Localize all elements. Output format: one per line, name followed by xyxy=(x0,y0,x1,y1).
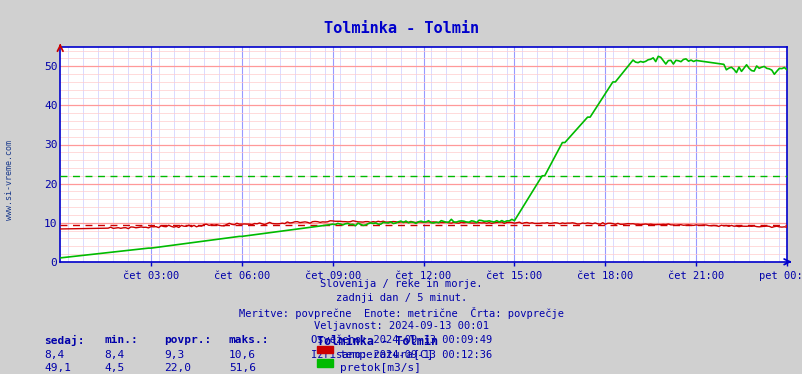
Text: Meritve: povprečne  Enote: metrične  Črta: povprečje: Meritve: povprečne Enote: metrične Črta:… xyxy=(239,307,563,319)
Text: Osveženo: 2024-09-13 00:09:49: Osveženo: 2024-09-13 00:09:49 xyxy=(310,335,492,346)
Text: www.si-vreme.com: www.si-vreme.com xyxy=(5,140,14,220)
Text: temperatura[C]: temperatura[C] xyxy=(339,350,434,360)
Text: 49,1: 49,1 xyxy=(44,363,71,373)
Text: sedaj:: sedaj: xyxy=(44,335,84,346)
Text: pretok[m3/s]: pretok[m3/s] xyxy=(339,363,420,373)
Text: min.:: min.: xyxy=(104,335,138,345)
Text: 9,3: 9,3 xyxy=(164,350,184,360)
Text: Tolminka - Tolmin: Tolminka - Tolmin xyxy=(317,335,438,348)
Text: 8,4: 8,4 xyxy=(44,350,64,360)
Text: 4,5: 4,5 xyxy=(104,363,124,373)
Text: Tolminka - Tolmin: Tolminka - Tolmin xyxy=(323,21,479,36)
Text: Izrisano: 2024-09-13 00:12:36: Izrisano: 2024-09-13 00:12:36 xyxy=(310,350,492,360)
Text: povpr.:: povpr.: xyxy=(164,335,212,345)
Text: Slovenija / reke in morje.: Slovenija / reke in morje. xyxy=(320,279,482,289)
Text: maks.:: maks.: xyxy=(229,335,269,345)
Text: 10,6: 10,6 xyxy=(229,350,256,360)
Text: zadnji dan / 5 minut.: zadnji dan / 5 minut. xyxy=(335,293,467,303)
Text: Veljavnost: 2024-09-13 00:01: Veljavnost: 2024-09-13 00:01 xyxy=(314,321,488,331)
Text: 51,6: 51,6 xyxy=(229,363,256,373)
Text: 8,4: 8,4 xyxy=(104,350,124,360)
Text: 22,0: 22,0 xyxy=(164,363,192,373)
